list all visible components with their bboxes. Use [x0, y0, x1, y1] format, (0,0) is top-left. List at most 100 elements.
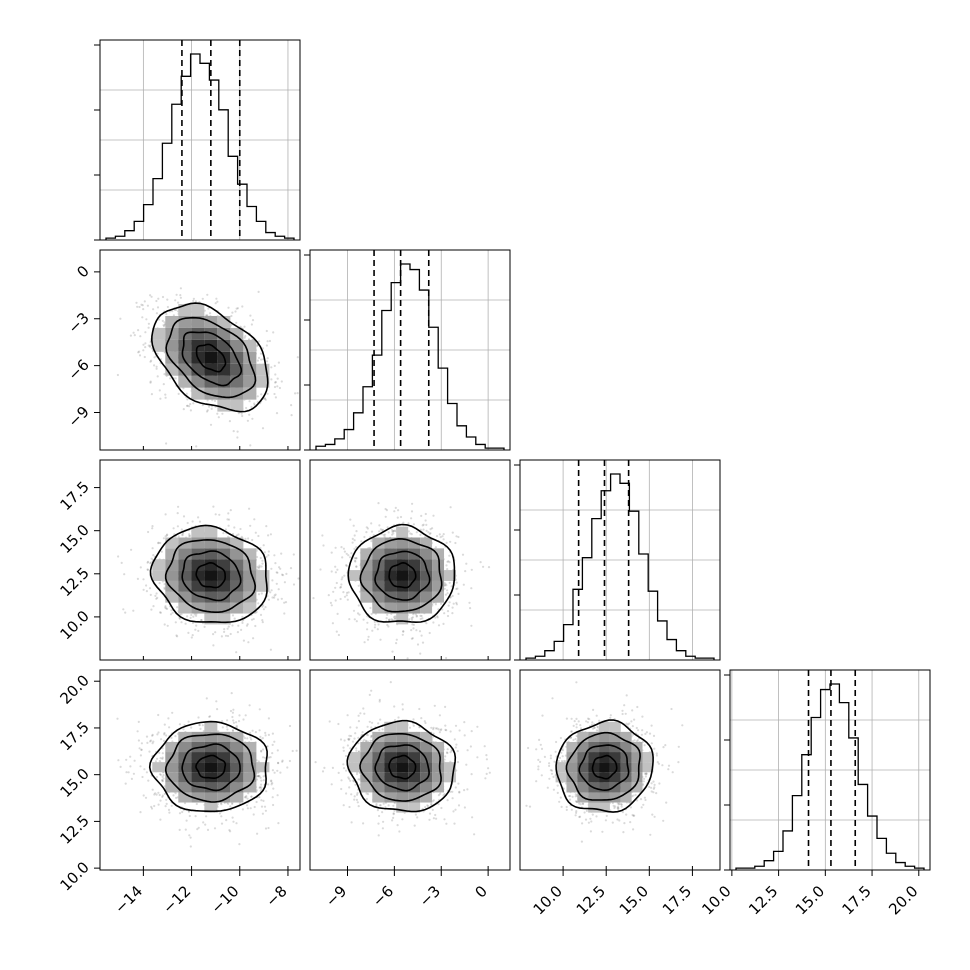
- scatter-point: [273, 554, 276, 557]
- density-cell: [243, 387, 257, 400]
- scatter-point: [206, 828, 210, 832]
- scatter-point: [228, 420, 231, 423]
- scatter-point: [388, 618, 391, 621]
- density-cell: [152, 327, 166, 340]
- density-cell: [178, 570, 192, 581]
- scatter-point: [168, 811, 171, 814]
- scatter-point: [165, 442, 168, 445]
- scatter-point: [147, 326, 150, 329]
- scatter-point: [334, 571, 337, 574]
- scatter-point: [252, 617, 255, 621]
- density-cell: [165, 351, 179, 364]
- scatter-point: [194, 300, 197, 303]
- scatter-point: [447, 604, 450, 607]
- scatter-point: [340, 578, 343, 581]
- density-cell: [243, 363, 257, 376]
- scatter-point: [352, 609, 356, 612]
- scatter-point: [119, 765, 122, 769]
- scatter-point: [155, 299, 158, 303]
- scatter-point: [244, 335, 247, 338]
- scatter-point: [195, 624, 198, 627]
- scatter-point: [181, 534, 184, 537]
- scatter-point: [395, 642, 398, 645]
- scatter-point: [378, 524, 381, 527]
- scatter-point: [271, 579, 274, 582]
- scatter-point: [164, 805, 167, 808]
- scatter-point: [349, 518, 352, 521]
- scatter-point: [351, 537, 354, 541]
- scatter-point: [186, 404, 189, 407]
- scatter-point: [254, 624, 257, 628]
- scatter-point: [342, 547, 345, 550]
- scatter-point: [351, 541, 354, 544]
- scatter-point: [151, 547, 154, 550]
- scatter-point: [281, 573, 284, 576]
- scatter-point: [188, 405, 191, 408]
- scatter-point: [258, 564, 261, 567]
- scatter-point: [155, 597, 158, 600]
- scatter-point: [206, 293, 209, 296]
- scatter-point: [239, 325, 242, 328]
- scatter-point: [366, 628, 369, 631]
- scatter-point: [257, 566, 260, 570]
- scatter-point: [133, 334, 136, 337]
- scatter-point: [273, 385, 277, 389]
- scatter-point: [424, 512, 427, 516]
- histogram-panel-1: [304, 249, 511, 451]
- scatter-point: [176, 525, 179, 528]
- scatter-point: [150, 608, 153, 611]
- scatter-point: [264, 398, 267, 401]
- scatter-point: [251, 417, 254, 420]
- density-cell: [432, 559, 445, 571]
- scatter-point: [218, 812, 221, 815]
- scatter-point: [451, 612, 454, 615]
- density-cell: [204, 387, 218, 400]
- scatter-point: [392, 532, 395, 535]
- scatter-point: [260, 393, 263, 396]
- scatter-point: [283, 601, 286, 604]
- scatter-point: [334, 586, 337, 589]
- density-cell: [348, 570, 361, 581]
- scatter-point: [434, 546, 437, 549]
- scatter-point: [229, 509, 232, 512]
- scatter-point: [274, 381, 277, 384]
- scatter-point: [277, 588, 280, 591]
- scatter-point: [353, 547, 356, 551]
- scatter-point: [189, 616, 192, 620]
- scatter-point: [387, 531, 390, 534]
- scatter-point: [334, 599, 337, 602]
- scatter-point: [410, 510, 414, 513]
- scatter-point: [279, 567, 282, 570]
- scatter-point: [355, 620, 358, 623]
- density-cell: [243, 570, 257, 581]
- density-cell: [191, 537, 205, 549]
- scatter-point: [132, 609, 135, 612]
- scatter-point: [462, 583, 465, 586]
- scatter-point: [166, 305, 169, 309]
- scatter-point: [210, 407, 213, 410]
- scatter-point: [235, 534, 238, 537]
- scatter-point: [163, 723, 166, 726]
- scatter-point: [267, 534, 270, 537]
- scatter-point: [370, 540, 373, 543]
- scatter-point: [386, 613, 389, 616]
- scatter-point: [343, 595, 347, 598]
- scatter-point: [182, 408, 185, 411]
- scatter-point: [261, 605, 264, 608]
- scatter-point: [216, 412, 219, 415]
- scatter-point: [149, 562, 152, 565]
- histogram-step-line: [105, 53, 295, 240]
- scatter-point: [280, 380, 283, 383]
- density-cell: [256, 375, 270, 388]
- scatter-point: [206, 399, 209, 402]
- scatter-point: [419, 617, 422, 621]
- scatter-point: [336, 568, 339, 571]
- scatter-point: [441, 535, 444, 538]
- scatter-point: [224, 634, 228, 637]
- scatter-point: [233, 526, 236, 529]
- scatter-point: [253, 404, 256, 407]
- scatter-point: [150, 557, 153, 560]
- scatter-point: [144, 331, 147, 334]
- scatter-point: [231, 729, 234, 732]
- contour-level-0: [195, 343, 227, 373]
